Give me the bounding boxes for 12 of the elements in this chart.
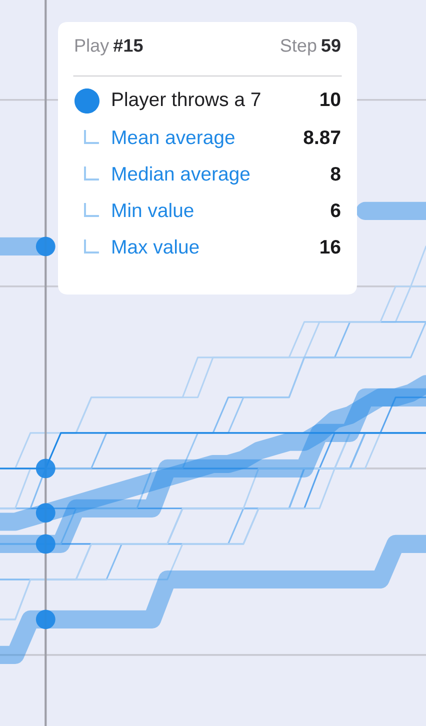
text: 8.87 (304, 130, 340, 144)
annotation: 16 (320, 240, 340, 254)
legend-label: Mean average (112, 130, 234, 148)
text: 10 (320, 92, 340, 106)
text: 8 (330, 166, 340, 181)
legend-label: Min value (112, 202, 194, 218)
legend-label: Max value (112, 239, 199, 254)
legend-label: Median average (112, 166, 250, 185)
annotation: 6 (330, 203, 340, 218)
legend-label: Player throws a 7 (112, 92, 260, 110)
text: Step 59 (280, 39, 340, 56)
text: Play #15 (75, 38, 143, 56)
